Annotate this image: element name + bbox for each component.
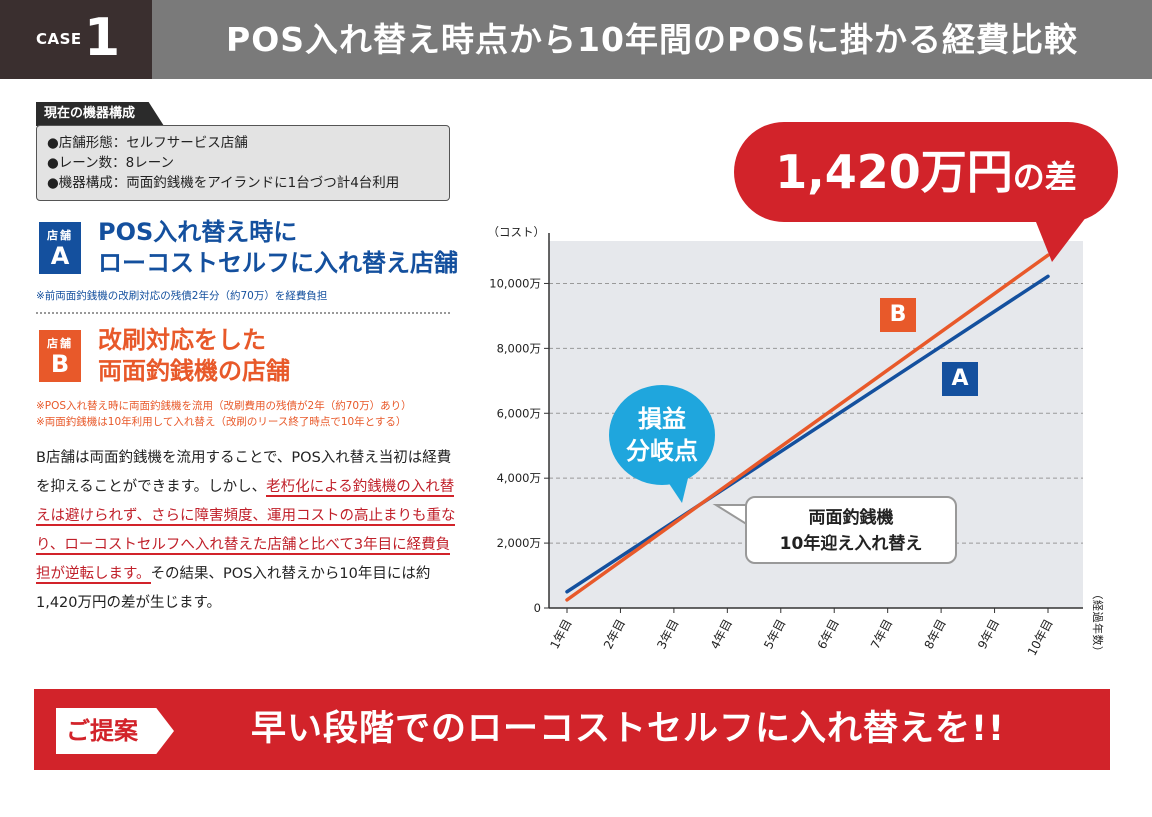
store-a-badge-letter: A [50,242,70,270]
series-line-b [565,253,1050,602]
x-axis-label-char: 過 [1091,612,1104,623]
page-title: POS入れ替え時点から10年間のPOSに掛かる経費比較 [226,20,1078,59]
replacement-line1: 両面釣銭機 [808,508,894,528]
case-badge: CASE 1 [0,0,152,79]
divider [36,312,450,314]
equipment-box: ●店舗形態：セルフサービス店舗 ●レーン数：8レーン ●機器構成：両面釣銭機をア… [36,125,450,201]
x-tick-label: 9年目 [975,617,1002,652]
breakeven-line1: 損益 [638,405,686,433]
x-axis-label-char: 年 [1091,623,1105,634]
store-a-title-line1: POS入れ替え時に [98,218,298,246]
difference-callout-pointer [1032,212,1090,262]
difference-callout: 1,420万円の差 [734,122,1118,222]
difference-suffix: の差 [1012,158,1077,196]
equipment-line: ●レーン数：8レーン [47,155,175,171]
x-tick-label: 2年目 [601,617,628,652]
breakeven-line2: 分岐点 [626,437,698,465]
store-b-title-line2: 両面釣銭機の店舗 [98,357,290,385]
store-a-title: POS入れ替え時に ローコストセルフに入れ替え店舗 [98,217,458,279]
x-axis-label-char: ） [1091,646,1104,657]
store-b-badge-letter: B [50,350,70,378]
proposal-banner [34,689,1110,770]
y-tick-label: 6,000万 [497,406,541,420]
x-tick-label: 8年目 [922,617,949,652]
store-b-note-1: ※POS入れ替え時に両面釣銭機を流用（改刷費用の残債が2年（約70万）あり） [36,400,412,412]
x-tick-label: 4年目 [708,617,735,652]
x-tick-label: 6年目 [815,617,842,652]
header-bar: CASE 1 POS入れ替え時点から10年間のPOSに掛かる経費比較 [0,0,1152,79]
store-a-title-line2: ローコストセルフに入れ替え店舗 [98,249,458,277]
series-a-label: A [942,362,978,396]
y-tick-label: 2,000万 [497,536,541,550]
replacement-line2: 10年迎え入れ替え [779,534,923,554]
series-line-a [565,274,1050,594]
equipment-tab: 現在の機器構成 [36,102,164,126]
replacement-callout: 両面釣銭機 10年迎え入れ替え [745,496,957,564]
y-tick-label: 4,000万 [497,471,541,485]
y-axis-label: （コスト） [488,225,546,239]
store-a-note: ※前両面釣銭機の改刷対応の残債2年分（約70万）を経費負担 [36,290,328,302]
store-a-badge-small: 店舗 [47,229,73,242]
x-tick-label: 10年目 [1025,617,1056,658]
x-axis-label-char: 数 [1091,635,1104,646]
store-b-badge: 店舗 B [39,330,81,382]
equipment-line: ●店舗形態：セルフサービス店舗 [47,135,248,151]
equipment-line: ●機器構成：両面釣銭機をアイランドに1台づつ計4台利用 [47,175,400,191]
store-b-title: 改刷対応をした 両面釣銭機の店舗 [98,325,290,387]
breakeven-callout: 損益 分岐点 [609,385,715,485]
store-a-badge: 店舗 A [39,222,81,274]
difference-number: 1,420万円 [775,145,1013,199]
store-b-note-2: ※両面釣銭機は10年利用して入れ替え（改刷のリース終了時点で10年とする） [36,416,407,428]
body-paragraph: B店舗は両面釣銭機を流用することで、POS入れ替え当初は経費を抑えることができま… [36,444,456,618]
x-tick-label: 3年目 [654,617,681,652]
y-tick-label: 8,000万 [497,341,541,355]
x-axis-label-char: （ [1091,589,1104,600]
series-b-label: B [880,298,916,332]
x-tick-label: 7年目 [868,617,895,652]
case-word: CASE [36,30,82,48]
proposal-tag: ご提案 [56,708,174,754]
body-text-1: B店舗は両面釣銭機を流用することで、POS入れ替え当初は経費を抑えることができま… [36,450,452,495]
store-b-title-line1: 改刷対応をした [98,326,266,354]
x-tick-label: 1年目 [547,617,574,652]
case-number: 1 [84,8,121,68]
x-axis-label-char: 経 [1091,600,1104,611]
store-b-badge-small: 店舗 [47,337,73,350]
y-tick-label: 10,000万 [489,276,541,290]
body-text-highlight: 老朽化による釣銭機の入れ替えは避けられず、さらに障害頻度、運用コストの高止まりも… [36,479,456,584]
y-tick-label: 0 [534,601,541,615]
x-tick-label: 5年目 [761,617,788,652]
body-text-3: その結果、POS入れ替えから10年目には約1,420万円の差が生じます。 [36,566,431,611]
proposal-text: 早い段階でのローコストセルフに入れ替えを!! [251,709,1005,749]
